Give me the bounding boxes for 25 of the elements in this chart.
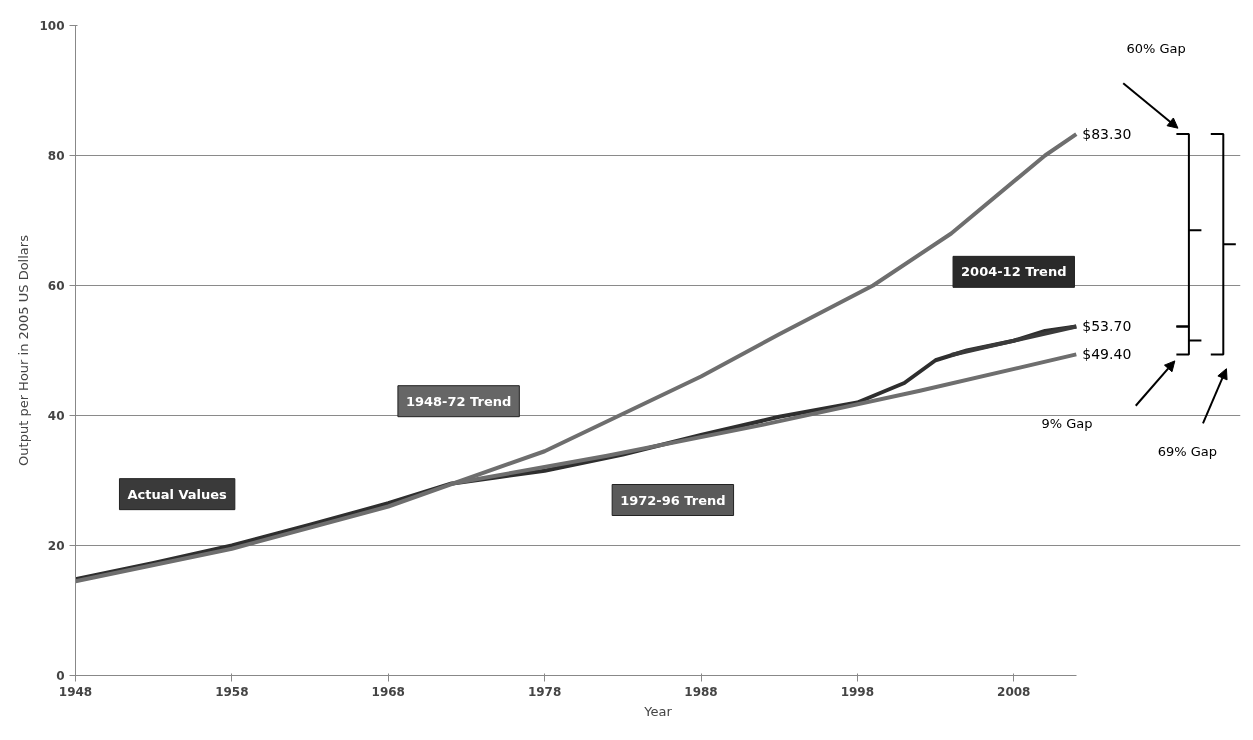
x-tick-label: 1958: [215, 684, 249, 699]
x-tick-label: 1968: [371, 684, 405, 699]
data-label: $49.40: [1082, 346, 1132, 363]
y-tick-label: 100: [39, 19, 65, 33]
x-tick-label: 1948: [58, 684, 93, 699]
x-axis-title: Year: [643, 703, 673, 719]
text: 2004-12 Trend: [961, 264, 1067, 280]
annotation: 9% Gap: [1041, 415, 1093, 431]
x-tick-label: 1978: [527, 684, 562, 699]
data-label: $53.70: [1082, 318, 1132, 335]
x-tick-label: 1988: [684, 684, 718, 699]
text: 60% Gap: [1126, 40, 1186, 56]
y-tick-label: 20: [47, 539, 65, 553]
x-tick-label: 1998: [840, 684, 875, 699]
text: 1948-72 Trend: [405, 393, 512, 409]
data-label: $83.30: [1082, 126, 1132, 143]
text: 69% Gap: [1157, 443, 1217, 459]
y-tick-label: 80: [47, 149, 65, 163]
y-tick-label: 0: [56, 669, 65, 683]
text: Actual Values: [127, 486, 228, 502]
y-tick-label: 40: [47, 409, 65, 423]
y-axis-title: Output per Hour in 2005 US Dollars: [16, 234, 32, 466]
text: 1972-96 Trend: [620, 492, 726, 508]
x-tick-label: 2008: [997, 684, 1031, 699]
y-tick-label: 60: [47, 279, 65, 293]
